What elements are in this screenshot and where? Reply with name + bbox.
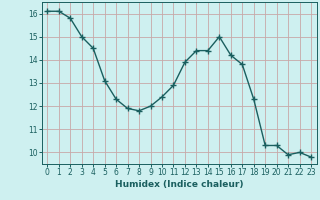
X-axis label: Humidex (Indice chaleur): Humidex (Indice chaleur) xyxy=(115,180,244,189)
